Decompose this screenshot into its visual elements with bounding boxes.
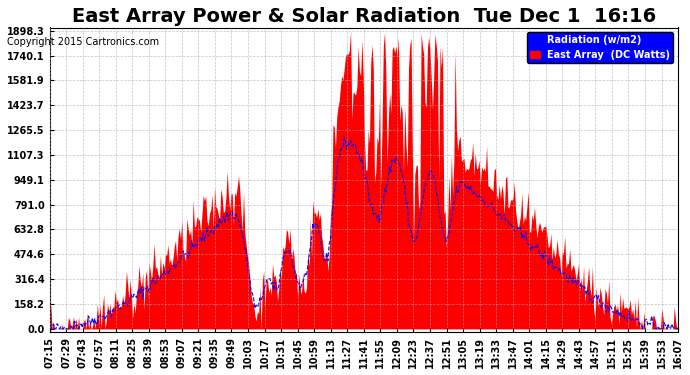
Text: Copyright 2015 Cartronics.com: Copyright 2015 Cartronics.com: [7, 37, 159, 47]
Legend: Radiation (w/m2), East Array  (DC Watts): Radiation (w/m2), East Array (DC Watts): [527, 32, 673, 63]
Title: East Array Power & Solar Radiation  Tue Dec 1  16:16: East Array Power & Solar Radiation Tue D…: [72, 7, 656, 26]
